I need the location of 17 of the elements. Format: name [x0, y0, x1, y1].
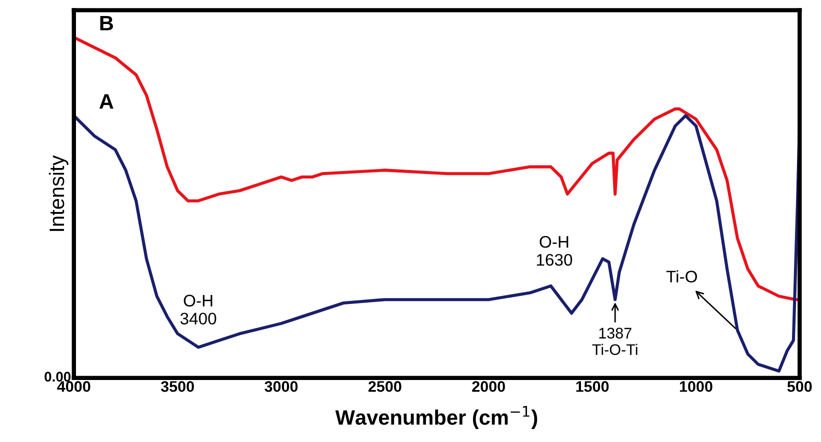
- x-tick-label: 3500: [160, 381, 194, 392]
- annotation: 1387 Ti-O-Ti: [592, 328, 638, 356]
- x-tick-label: 4000: [57, 381, 90, 392]
- x-tick-label: 500: [787, 381, 812, 392]
- x-axis-title: Wavenumber (cm$^{−1}$): [335, 406, 538, 429]
- x-tick-label: 2500: [368, 381, 402, 392]
- series-label: A: [99, 94, 114, 109]
- text: 0.00: [44, 372, 71, 382]
- annotation: O-H 3400: [180, 294, 216, 325]
- series-label: B: [100, 16, 113, 30]
- annotation: Ti-O: [666, 270, 697, 282]
- x-tick-label: 3000: [264, 381, 298, 392]
- y-axis-title: Intensity: [48, 155, 68, 231]
- x-tick-label: 1000: [680, 381, 712, 392]
- annotation: O-H 1630: [536, 236, 572, 266]
- x-tick-label: 2000: [472, 381, 505, 392]
- x-tick-label: 1500: [576, 381, 609, 392]
